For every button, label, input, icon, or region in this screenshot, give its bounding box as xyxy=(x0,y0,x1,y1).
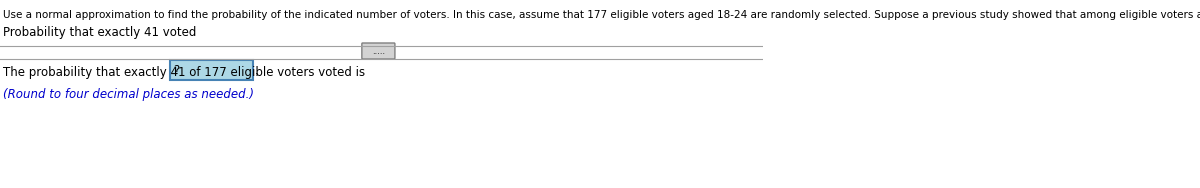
Text: Probability that exactly 41 voted: Probability that exactly 41 voted xyxy=(4,26,197,39)
Text: The probability that exactly 41 of 177 eligible voters voted is: The probability that exactly 41 of 177 e… xyxy=(4,66,365,79)
FancyBboxPatch shape xyxy=(170,60,253,80)
Text: .....: ..... xyxy=(372,46,385,55)
Text: (Round to four decimal places as needed.): (Round to four decimal places as needed.… xyxy=(4,88,254,101)
Text: Use a normal approximation to find the probability of the indicated number of vo: Use a normal approximation to find the p… xyxy=(4,10,1200,20)
Text: ?: ? xyxy=(173,64,179,77)
Text: .: . xyxy=(256,64,259,77)
FancyBboxPatch shape xyxy=(362,43,395,59)
